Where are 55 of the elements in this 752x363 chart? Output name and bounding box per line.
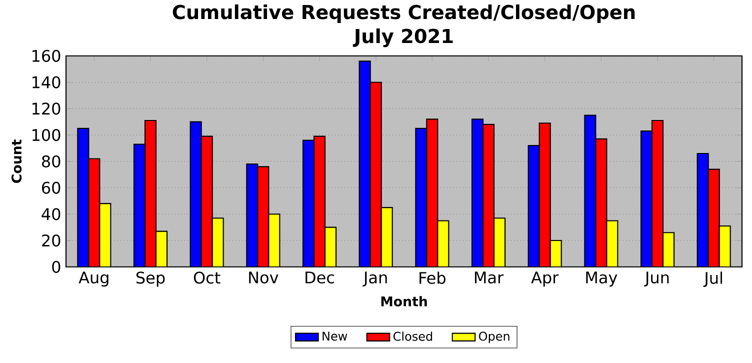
bar [528,145,540,267]
y-tick-label: 160 [32,50,60,62]
chart-subtitle: July 2021 [352,28,453,48]
y-tick-label: 20 [42,234,60,247]
bar [380,207,393,267]
bar [88,158,100,267]
y-tick-label: 40 [42,208,60,220]
bar [584,114,596,267]
bar [640,130,653,267]
x-tick-label: Mar [474,272,504,284]
bar [190,121,202,267]
x-tick-label: Dec [306,272,334,284]
bar [696,152,709,267]
bar [482,124,495,267]
y-tick-label: 140 [32,76,60,88]
x-tick-label: Apr [531,272,559,287]
bar [144,120,157,267]
x-tick-label: Nov [249,272,278,284]
bar [370,82,382,267]
bar [268,214,280,267]
x-tick-label: May [586,272,618,287]
x-tick-label: Sep [136,272,165,287]
bar [257,166,270,267]
bar [471,118,484,267]
x-tick-label: Jul [703,272,722,288]
x-tick-label: Jun [644,272,669,287]
x-tick-label: Jan [362,272,387,287]
bar [415,128,428,267]
bar [133,144,146,267]
legend-label: New [322,332,348,341]
bar [77,128,90,267]
bar [303,140,314,267]
x-tick-label: Feb [420,272,446,284]
bar [595,138,608,267]
bar [99,203,112,267]
y-tick-label: 0 [52,260,60,273]
y-tick-label: 60 [42,182,60,194]
legend-label: Closed [393,332,432,341]
legend-label: Open [478,332,510,344]
y-tick-label: 100 [32,129,60,142]
chart-title: Cumulative Requests Created/Closed/Open [172,4,635,24]
bar [538,122,551,267]
bar [651,120,664,267]
bar [200,136,213,267]
bar [708,168,720,267]
bar [426,118,438,267]
bar [358,60,371,267]
x-tick-label: Aug [78,272,108,287]
y-tick-label: 120 [32,102,60,115]
x-axis-title: Month [381,296,427,306]
y-axis-title: Count [11,140,22,183]
y-tick-label: 80 [42,155,60,168]
x-tick-label: Oct [194,272,220,284]
bar [246,164,258,267]
bar [314,136,326,267]
